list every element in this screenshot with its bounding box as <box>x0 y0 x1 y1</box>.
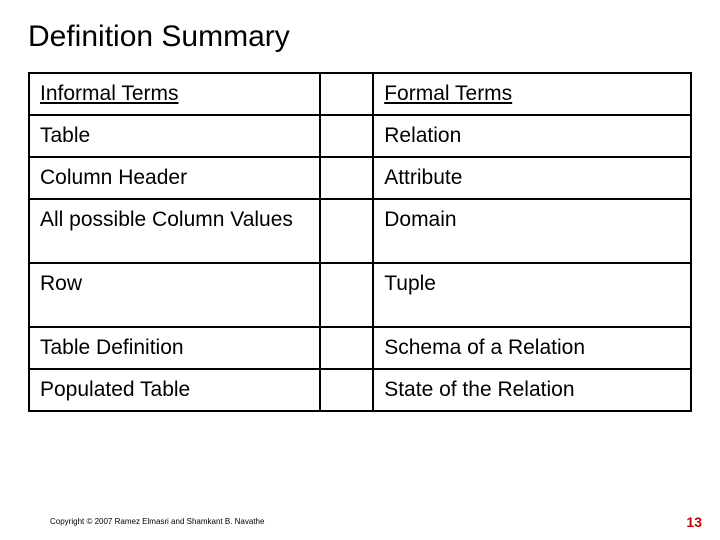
table-row: Row Tuple <box>29 263 691 327</box>
cell-formal: Attribute <box>373 157 691 199</box>
table-row: Populated Table State of the Relation <box>29 369 691 411</box>
cell-formal: Schema of a Relation <box>373 327 691 369</box>
cell-spacer <box>320 199 373 263</box>
cell-informal: Table <box>29 115 320 157</box>
header-spacer <box>320 73 373 115</box>
cell-formal: State of the Relation <box>373 369 691 411</box>
cell-spacer <box>320 157 373 199</box>
table-body: Informal Terms Formal Terms Table Relati… <box>29 73 691 411</box>
header-informal: Informal Terms <box>29 73 320 115</box>
table-row: Table Relation <box>29 115 691 157</box>
table-row: All possible Column Values Domain <box>29 199 691 263</box>
slide: Definition Summary Informal Terms Formal… <box>0 0 720 540</box>
table-row: Table Definition Schema of a Relation <box>29 327 691 369</box>
header-formal: Formal Terms <box>373 73 691 115</box>
cell-informal: All possible Column Values <box>29 199 320 263</box>
cell-spacer <box>320 115 373 157</box>
cell-informal: Row <box>29 263 320 327</box>
cell-informal: Table Definition <box>29 327 320 369</box>
cell-formal: Relation <box>373 115 691 157</box>
copyright-text: Copyright © 2007 Ramez Elmasri and Shamk… <box>50 517 264 526</box>
cell-spacer <box>320 327 373 369</box>
page-number: 13 <box>686 514 702 530</box>
table-row: Column Header Attribute <box>29 157 691 199</box>
definition-table: Informal Terms Formal Terms Table Relati… <box>28 72 692 412</box>
cell-formal: Domain <box>373 199 691 263</box>
table-header-row: Informal Terms Formal Terms <box>29 73 691 115</box>
cell-formal: Tuple <box>373 263 691 327</box>
cell-spacer <box>320 369 373 411</box>
page-title: Definition Summary <box>28 20 692 54</box>
cell-informal: Column Header <box>29 157 320 199</box>
cell-spacer <box>320 263 373 327</box>
cell-informal: Populated Table <box>29 369 320 411</box>
